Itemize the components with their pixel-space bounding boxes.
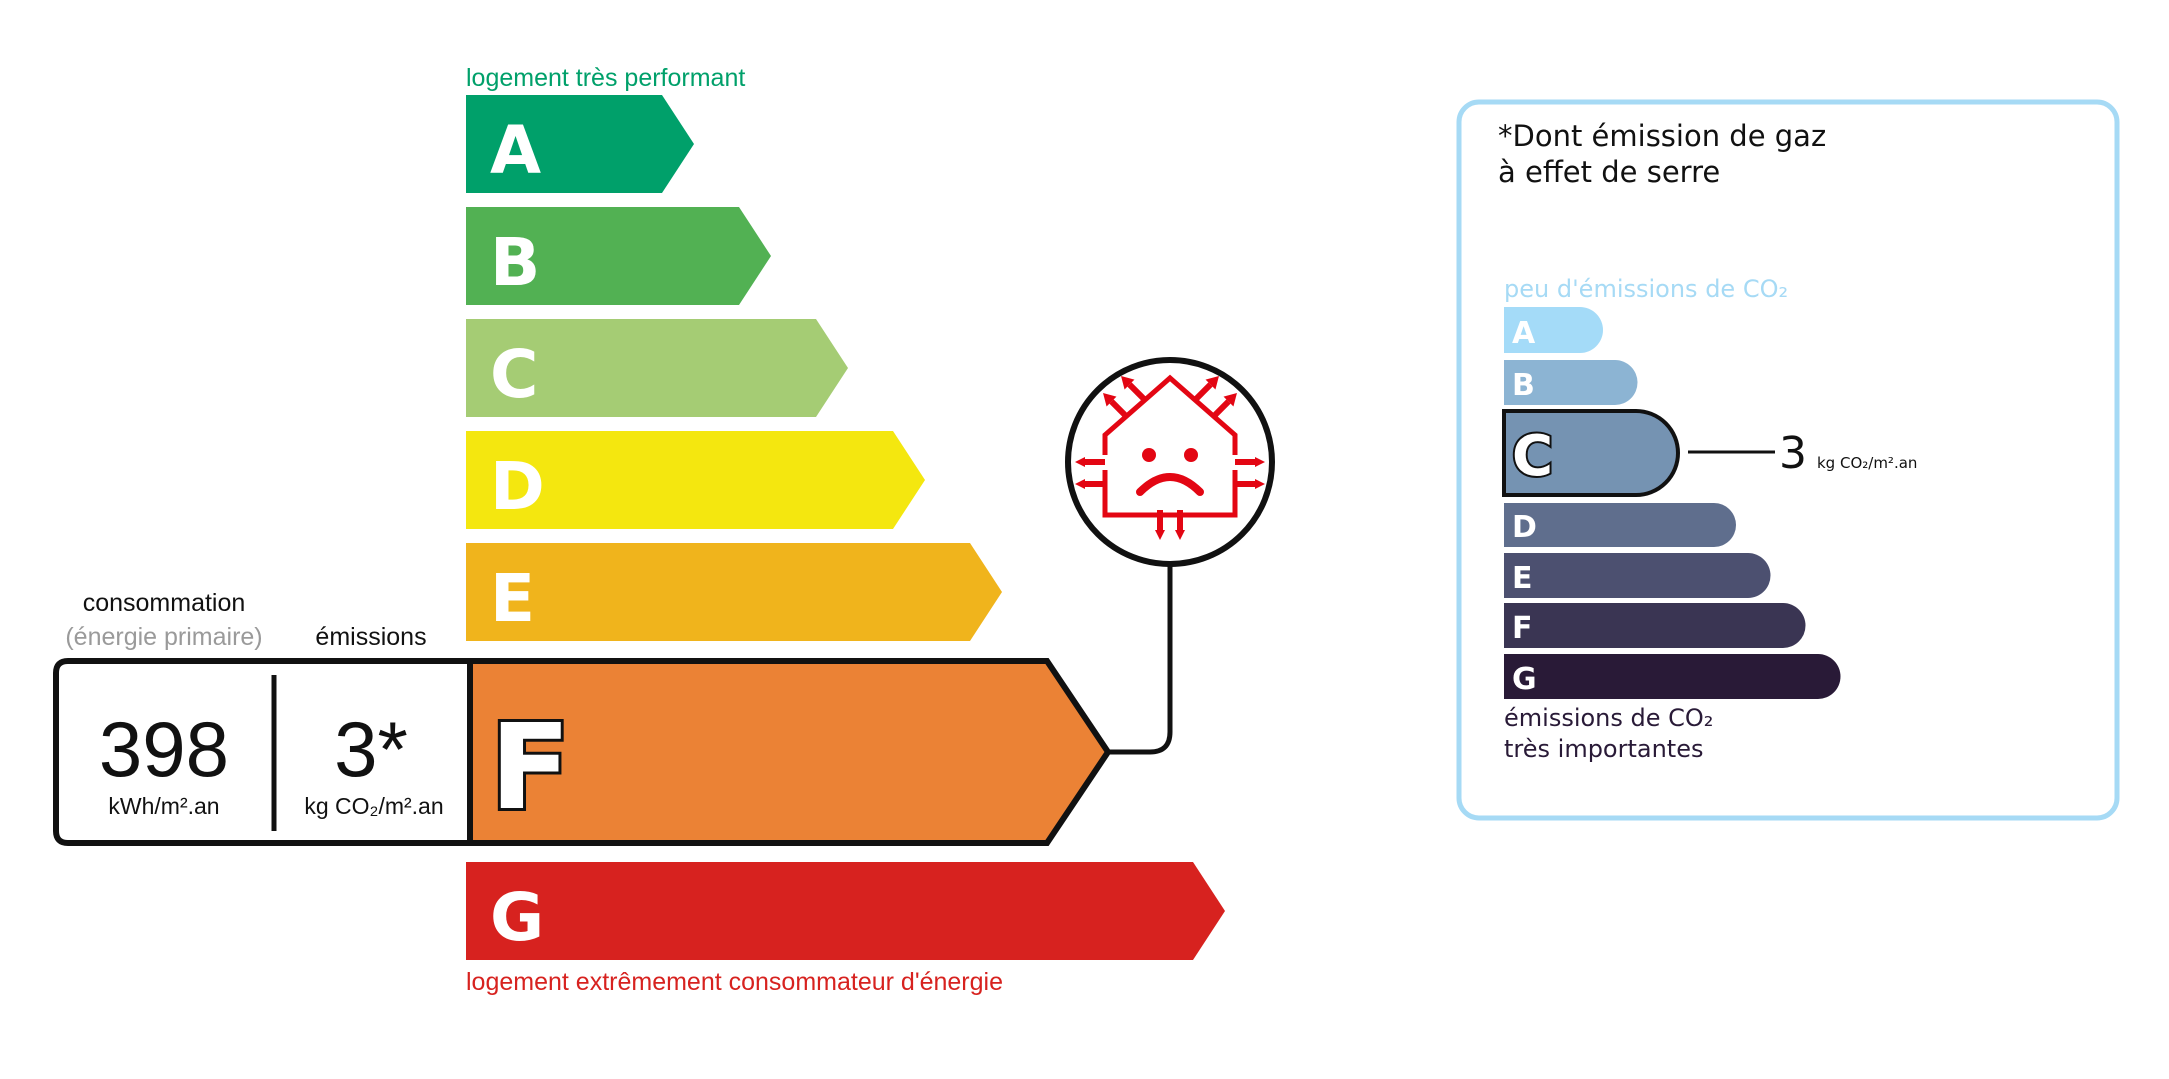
energy-letter-a: A: [490, 112, 541, 189]
energy-bar-d: [466, 431, 925, 529]
ghg-bar-a: [1504, 307, 1603, 353]
energy-letter-e: E: [490, 560, 535, 637]
ghg-letter-a: A: [1512, 316, 1536, 351]
energy-class-c: C: [466, 319, 848, 417]
ghg-bar-f: [1504, 603, 1806, 648]
energy-letter-d: D: [490, 448, 545, 525]
energy-bar-e: [466, 543, 1002, 641]
ghg-title-line1: *Dont émission de gaz: [1498, 119, 1826, 153]
emissions-header: émissions: [315, 623, 426, 651]
energy-class-a: A: [466, 95, 694, 193]
energy-letter-c: C: [490, 336, 538, 413]
ghg-letter-b: B: [1512, 368, 1535, 403]
top-caption: logement très performant: [466, 64, 745, 92]
poorly-insulated-house-sad-face-icon: [1065, 357, 1275, 567]
energy-bar-c: [466, 319, 848, 417]
ghg-bar-b: [1504, 360, 1638, 405]
energy-class-g: G: [466, 862, 1225, 960]
consumption-subheader: (énergie primaire): [65, 623, 262, 651]
energy-letter-b: B: [490, 224, 540, 301]
energy-class-f-current: F: [467, 658, 1112, 846]
consumption-value: 398: [99, 705, 229, 793]
energy-class-d: D: [466, 431, 925, 529]
ghg-letter-c: C: [1512, 424, 1553, 489]
ghg-top-caption: peu d'émissions de CO₂: [1504, 275, 1788, 303]
energy-bar-b: [466, 207, 771, 305]
energy-bar-a: [466, 95, 694, 193]
ghg-bar-c-current: [1502, 409, 1680, 497]
ghg-bottom-caption-line2: très importantes: [1504, 735, 1704, 763]
ghg-value: 3: [1779, 428, 1807, 479]
value-box: consommation (énergie primaire) émission…: [53, 589, 470, 846]
icon-connector: [1110, 566, 1173, 755]
ghg-bar-e: [1504, 553, 1771, 598]
emissions-value: 3*: [334, 705, 408, 793]
consumption-unit: kWh/m².an: [108, 793, 219, 819]
ghg-bar-g: [1504, 654, 1841, 699]
ghg-bar-d: [1504, 503, 1736, 547]
ghg-bottom-caption-line1: émissions de CO₂: [1504, 704, 1713, 732]
energy-letter-g: G: [490, 879, 544, 956]
ghg-letter-d: D: [1512, 510, 1537, 545]
ghg-letter-g: G: [1512, 662, 1537, 697]
energy-bar-g: [466, 862, 1225, 960]
consumption-header: consommation: [83, 589, 246, 617]
energy-letter-f: F: [490, 698, 571, 836]
energy-class-e: E: [466, 543, 1002, 641]
ghg-title-line2: à effet de serre: [1498, 155, 1720, 189]
ghg-letter-f: F: [1512, 611, 1533, 646]
ghg-letter-e: E: [1512, 561, 1533, 596]
ghg-unit: kg CO₂/m².an: [1817, 454, 1917, 472]
energy-class-b: B: [466, 207, 771, 305]
emissions-unit: kg CO₂/m².an: [304, 793, 443, 819]
energy-bar-f: [467, 658, 1112, 846]
bottom-caption: logement extrêmement consommateur d'éner…: [466, 968, 1003, 996]
value-box-frame: [53, 658, 470, 846]
ghg-panel: *Dont émission de gaz à effet de serre p…: [1456, 99, 2120, 821]
